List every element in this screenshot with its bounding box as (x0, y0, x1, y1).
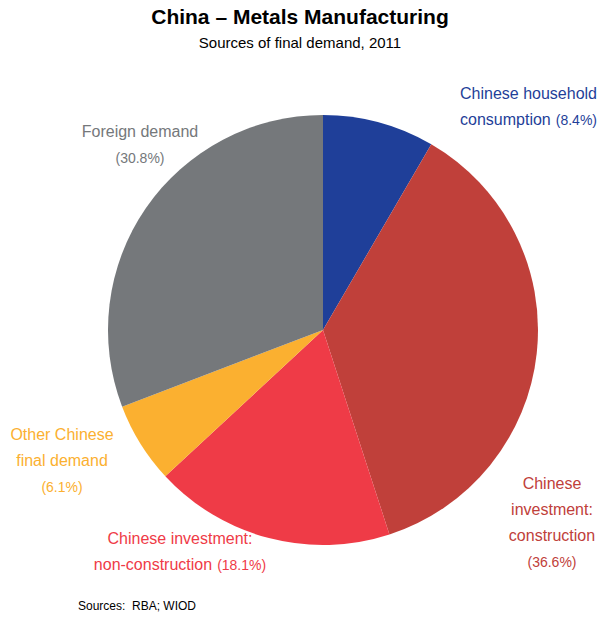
subtitle: Sources of final demand, 2011 (199, 34, 401, 51)
pie-slice (108, 115, 323, 407)
category-label: construction (509, 527, 595, 544)
value-label: (6.1%) (41, 479, 82, 495)
category-label: Chinese investment: (108, 530, 253, 547)
slice-label: Other Chinese (10, 426, 113, 443)
value-label: (36.6%) (527, 554, 576, 570)
pie (108, 115, 538, 545)
slice-label: final demand (16, 452, 108, 469)
category-label: non-construction (94, 556, 212, 573)
category-label: final demand (16, 452, 108, 469)
slice-label: investment: (511, 501, 593, 518)
slice-label: Chinese household (460, 85, 597, 102)
slice-label: consumption (8.4%) (460, 111, 597, 128)
slice-label: Foreign demand (82, 123, 199, 140)
category-label: consumption (460, 111, 551, 128)
title: China – Metals Manufacturing (151, 5, 449, 28)
category-label: Other Chinese (10, 426, 113, 443)
category-label: Foreign demand (82, 123, 199, 140)
value-label: (8.4%) (556, 112, 597, 128)
source: Sources: RBA; WIOD (78, 599, 196, 613)
labels: Chinese household consumption (8.4%) Chines… (10, 85, 597, 573)
category-label: Chinese household (460, 85, 597, 102)
value-label: (18.1%) (217, 557, 266, 573)
value-label: (30.8%) (115, 150, 164, 166)
slice-label: non-construction (18.1%) (94, 556, 266, 573)
chart: China – Metals Manufacturing Sources of f… (0, 0, 600, 623)
category-label: investment: (511, 501, 593, 518)
slice-label: construction (509, 527, 595, 544)
slice-label: Chinese (523, 475, 582, 492)
category-label: Chinese (523, 475, 582, 492)
slice-label: Chinese investment: (108, 530, 253, 547)
